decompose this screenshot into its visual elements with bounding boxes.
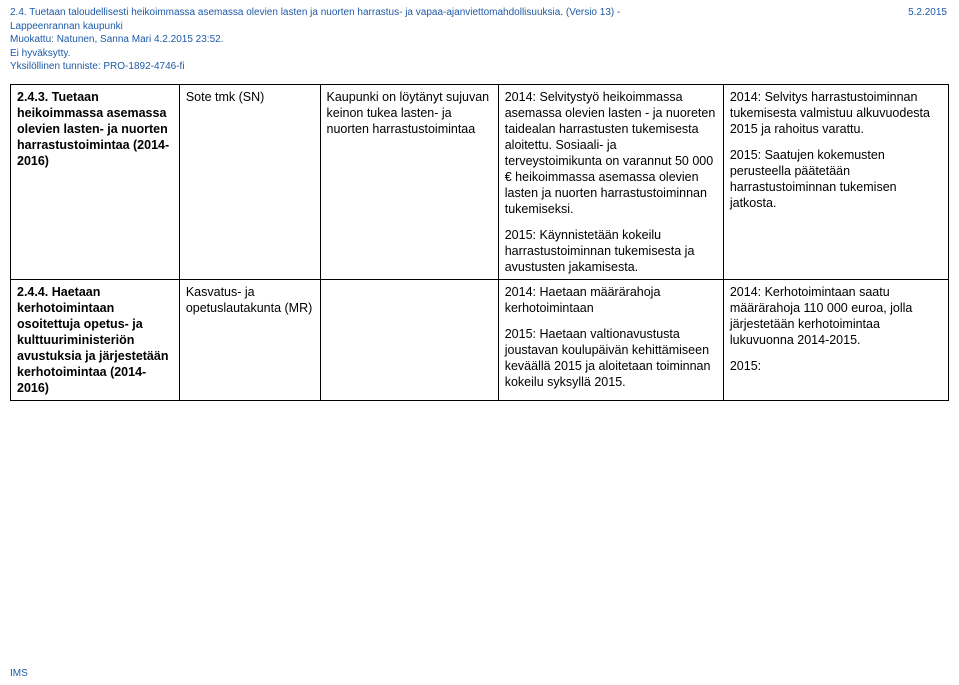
cell-plan: 2014: Selvitystyö heikoimmassa asemassa … (498, 84, 723, 279)
header-date: 5.2.2015 (908, 6, 947, 20)
cell-text: 2015: Haetaan valtionavustusta joustavan… (505, 326, 717, 390)
cell-measure: Kaupunki on löytänyt sujuvan keinon tuke… (320, 84, 498, 279)
cell-text: 2015: Saatujen kokemusten perusteella pä… (730, 147, 942, 211)
header-status: Ei hyväksytty. (10, 47, 949, 61)
cell-text: 2015: (730, 358, 942, 374)
cell-owner: Kasvatus- ja opetuslautakunta (MR) (179, 279, 320, 400)
cell-result: 2014: Kerhotoimintaan saatu määrärahoja … (723, 279, 948, 400)
page-footer: IMS (10, 668, 28, 679)
header-org: Lappeenrannan kaupunki (10, 20, 949, 34)
cell-text: 2014: Selvitystyö heikoimmassa asemassa … (505, 89, 717, 217)
cell-text: 2014: Kerhotoimintaan saatu määrärahoja … (730, 284, 942, 348)
page-header: 5.2.2015 2.4. Tuetaan taloudellisesti he… (10, 6, 949, 74)
table-row: 2.4.3. Tuetaan heikoimmassa asemassa ole… (11, 84, 949, 279)
cell-text: 2014: Selvitys harrastustoiminnan tukemi… (730, 89, 942, 137)
header-title: 2.4. Tuetaan taloudellisesti heikoimmass… (10, 6, 949, 20)
table-row: 2.4.4. Haetaan kerhotoimintaan osoitettu… (11, 279, 949, 400)
cell-text: 2015: Käynnistetään kokeilu harrastustoi… (505, 227, 717, 275)
header-modified: Muokattu: Natunen, Sanna Mari 4.2.2015 2… (10, 33, 949, 47)
cell-measure (320, 279, 498, 400)
cell-result: 2014: Selvitys harrastustoiminnan tukemi… (723, 84, 948, 279)
cell-goal: 2.4.4. Haetaan kerhotoimintaan osoitettu… (11, 279, 180, 400)
content-table: 2.4.3. Tuetaan heikoimmassa asemassa ole… (10, 84, 949, 401)
header-id: Yksilöllinen tunniste: PRO-1892-4746-fi (10, 60, 949, 74)
cell-text: 2014: Haetaan määrärahoja kerhotoimintaa… (505, 284, 717, 316)
cell-plan: 2014: Haetaan määrärahoja kerhotoimintaa… (498, 279, 723, 400)
cell-owner: Sote tmk (SN) (179, 84, 320, 279)
cell-goal: 2.4.3. Tuetaan heikoimmassa asemassa ole… (11, 84, 180, 279)
